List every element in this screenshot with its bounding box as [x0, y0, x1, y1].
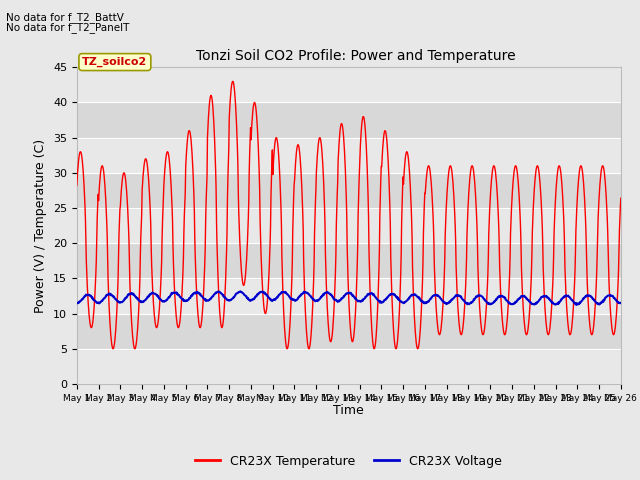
- X-axis label: Time: Time: [333, 404, 364, 417]
- Bar: [77, 243, 621, 278]
- Bar: [77, 313, 621, 349]
- Text: No data for f_T2_BattV: No data for f_T2_BattV: [6, 12, 124, 23]
- Bar: [77, 67, 621, 102]
- Y-axis label: Power (V) / Temperature (C): Power (V) / Temperature (C): [35, 139, 47, 312]
- Bar: [77, 173, 621, 208]
- Bar: [77, 208, 621, 243]
- Text: Tonzi Soil CO2 Profile: Power and Temperature: Tonzi Soil CO2 Profile: Power and Temper…: [196, 49, 516, 63]
- Text: TZ_soilco2: TZ_soilco2: [82, 57, 147, 67]
- Text: No data for f_T2_PanelT: No data for f_T2_PanelT: [6, 22, 130, 33]
- Bar: [77, 349, 621, 384]
- Bar: [77, 138, 621, 173]
- Bar: [77, 278, 621, 313]
- Bar: [77, 102, 621, 138]
- Legend: CR23X Temperature, CR23X Voltage: CR23X Temperature, CR23X Voltage: [190, 450, 508, 473]
